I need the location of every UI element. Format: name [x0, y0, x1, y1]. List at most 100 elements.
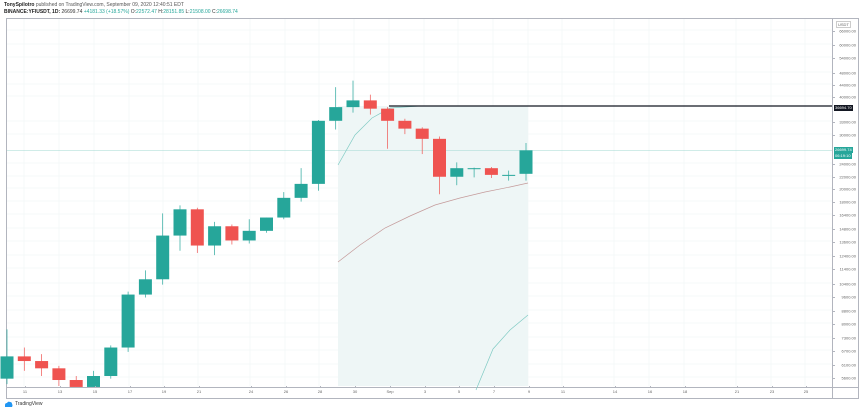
close-label: C:	[211, 9, 217, 15]
date-tick	[60, 386, 61, 388]
date-tick	[425, 386, 426, 388]
price-label: 9600.00	[841, 294, 856, 300]
price-tick	[833, 284, 835, 285]
author-name: TonySpilotro	[4, 2, 35, 8]
candle	[208, 226, 222, 246]
price-tick	[833, 122, 835, 123]
price-label: 16400.00	[839, 212, 856, 218]
price-label: 22000.00	[839, 174, 856, 180]
candle	[121, 294, 135, 348]
price-tick	[833, 311, 835, 312]
price-tick	[833, 242, 835, 243]
date-tick	[320, 386, 321, 388]
high-value: 28151.85	[163, 9, 185, 15]
price-label: 11400.00	[839, 266, 856, 272]
price-label: 18000.00	[839, 199, 856, 205]
low-label: L:	[185, 9, 190, 15]
date-label: 18	[682, 389, 688, 394]
date-label: 15	[92, 389, 98, 394]
price-tick	[833, 297, 835, 298]
low-value: 21508.00	[189, 9, 211, 15]
price-tick	[833, 365, 835, 366]
price-tick	[833, 202, 835, 203]
date-tick	[806, 386, 807, 388]
date-label: 11	[22, 389, 28, 394]
price-tick	[833, 177, 835, 178]
time-axis[interactable]: 11 13 15 17 19 21 24 26 28 30 Sep 3 5 7 9 11 14 16 18 21 23 2…	[6, 386, 833, 399]
open-label: O:	[130, 9, 137, 15]
candle	[173, 209, 187, 236]
candle	[277, 197, 291, 218]
date-label: 16	[647, 389, 653, 394]
candle	[433, 138, 446, 177]
price-label: 60000.00	[839, 42, 856, 48]
price-tick	[833, 73, 835, 74]
price-tick	[833, 215, 835, 216]
date-label: 7	[492, 389, 496, 394]
price-tick	[833, 229, 835, 230]
open-value: 22572.47	[136, 9, 157, 15]
price-tick	[833, 338, 835, 339]
chart-pane[interactable]	[6, 18, 833, 388]
date-label: 21	[734, 389, 740, 394]
candle	[450, 168, 464, 177]
date-label: Sep	[386, 389, 394, 394]
date-tick	[251, 386, 252, 388]
date-label: 5	[457, 389, 461, 394]
price-tick	[833, 256, 835, 257]
candle	[363, 100, 377, 109]
date-label: 28	[317, 389, 323, 394]
price-label: 6100.00	[841, 362, 856, 368]
candle	[484, 168, 498, 175]
symbol-info: BINANCE:YFIUSDT, 1D: 26699.74 +4181.33 (…	[4, 9, 238, 15]
currency-unit[interactable]: USDT	[836, 21, 851, 28]
date-label: 30	[352, 389, 358, 394]
date-label: 14	[612, 389, 618, 394]
date-label: 11	[560, 389, 566, 394]
price-label: 30000.00	[839, 132, 856, 138]
candle	[69, 380, 83, 387]
price-tick	[833, 164, 835, 165]
change-value: +4181.33 (+18.57%)	[83, 9, 130, 15]
candle	[87, 376, 100, 387]
date-tick	[685, 386, 686, 388]
date-label: 13	[57, 389, 63, 394]
price-tick	[833, 135, 835, 136]
price-label: 5600.00	[841, 375, 856, 381]
price-label: 33000.00	[839, 119, 856, 125]
price-label: 8000.00	[841, 321, 856, 327]
candle	[467, 168, 481, 170]
candle	[502, 174, 516, 176]
date-label: 26	[283, 389, 289, 394]
date-tick	[459, 386, 460, 388]
price-label: 14800.00	[839, 226, 856, 232]
marker-price-badge: 36694.70	[834, 105, 853, 111]
axis-corner	[832, 386, 859, 399]
candle	[329, 107, 343, 121]
price-label: 44000.00	[839, 82, 856, 88]
date-label: 23	[769, 389, 775, 394]
date-label: 9	[527, 389, 531, 394]
price-label: 10400.00	[839, 281, 856, 287]
countdown-badge: 06:19:10	[834, 153, 852, 159]
date-tick	[164, 386, 165, 388]
tradingview-logo[interactable]: TradingView	[4, 401, 43, 407]
candle	[138, 279, 152, 295]
current-price-badge: 26699.74	[834, 147, 853, 153]
candle	[311, 120, 325, 184]
price-tick	[833, 31, 835, 32]
price-tick	[833, 58, 835, 59]
price-label: 54000.00	[839, 55, 856, 61]
date-label: 17	[127, 389, 133, 394]
date-tick	[494, 386, 495, 388]
price-tick	[833, 324, 835, 325]
date-tick	[199, 386, 200, 388]
date-tick	[650, 386, 651, 388]
last-price: 26699.74	[61, 9, 83, 15]
candle	[346, 100, 360, 108]
price-tick	[833, 45, 835, 46]
symbol-label: BINANCE:YFIUSDT, 1D:	[4, 9, 61, 15]
price-axis[interactable]: USDT 36694.70 26699.74 06:19:10 66000.00…	[832, 18, 859, 388]
candle	[398, 120, 412, 129]
